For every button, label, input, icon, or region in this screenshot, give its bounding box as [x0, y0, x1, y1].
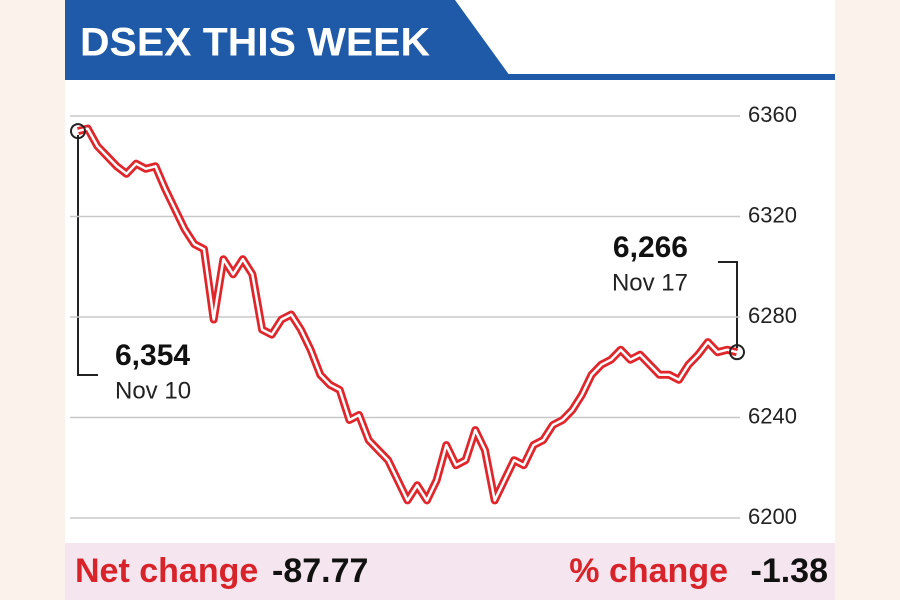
net-change-value: -87.77	[272, 552, 368, 590]
annotation-marker	[70, 123, 86, 140]
annotation-value: 6,354	[115, 339, 190, 372]
y-tick-label: 6200	[748, 504, 797, 529]
title-rule	[65, 74, 835, 80]
annotation-value: 6,266	[613, 231, 688, 264]
panel	[65, 0, 835, 600]
footer-bar	[65, 543, 835, 600]
title-banner	[65, 0, 510, 76]
y-tick-label: 6320	[748, 202, 797, 227]
footer: Net change -87.77 % change -1.38	[75, 552, 828, 590]
annotation-date: Nov 10	[115, 377, 191, 404]
line-core	[77, 127, 738, 502]
end-bracket	[718, 261, 738, 348]
y-tick-label: 6240	[748, 403, 797, 428]
y-tick-label: 6360	[748, 102, 797, 127]
chart-title: DSEX THIS WEEK	[80, 21, 430, 65]
annotation-date: Nov 17	[612, 269, 688, 296]
annotation-marker	[729, 344, 745, 361]
pct-change-label: % change	[569, 552, 728, 590]
y-tick-label: 6280	[748, 303, 797, 328]
start-bracket	[77, 135, 98, 376]
pct-change-value: -1.38	[751, 552, 829, 590]
net-change-label: Net change	[75, 552, 258, 590]
